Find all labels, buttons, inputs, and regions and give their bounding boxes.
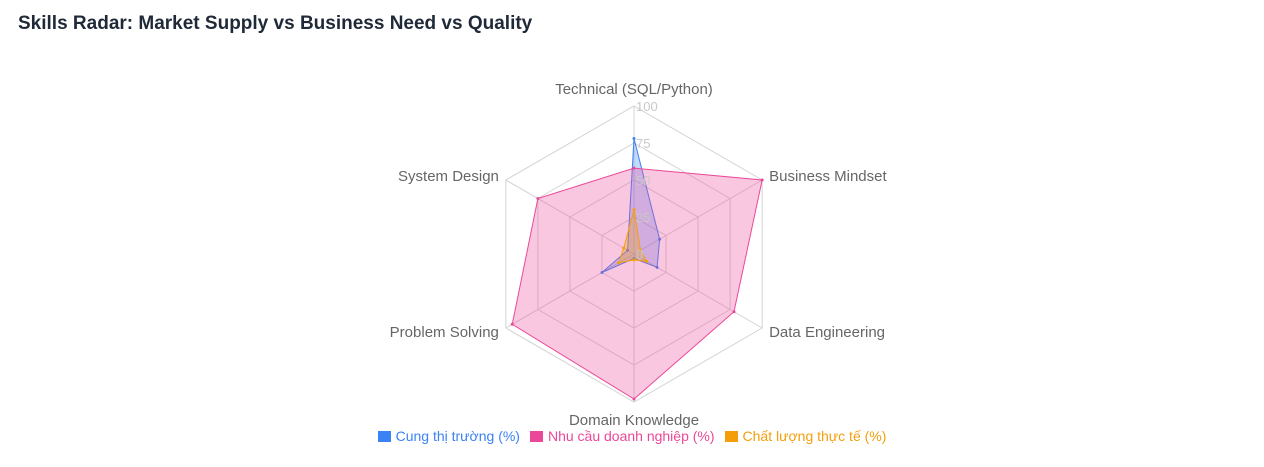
radial-tick-label: 25 [636,210,650,225]
series-1-point-0 [632,166,636,170]
radial-tick-label: 0 [636,247,643,262]
axis-label: Problem Solving [390,324,499,341]
legend-item[interactable]: Chất lượng thực tế (%) [724,428,887,444]
series-2-point-5 [622,246,626,250]
legend-label: Chất lượng thực tế (%) [742,428,887,444]
series-0-point-4 [600,271,604,274]
legend-swatch [377,430,391,442]
series-0-point-2 [655,265,659,269]
legend-swatch [724,430,738,442]
axis-label: System Design [398,168,499,185]
series-2-point-0 [632,208,636,212]
radar-grid-spoke [505,253,635,329]
chart-title: Skills Radar: Market Supply vs Business … [18,13,533,34]
series-2-point-1 [638,248,642,252]
series-0-point-0 [632,137,636,141]
axis-label: Business Mindset [769,168,887,185]
series-2-point-2 [645,259,649,263]
series-0-point-1 [658,237,662,241]
series-1-point-1 [760,178,764,182]
legend-item[interactable]: Cung thị trường (%) [377,428,520,444]
radial-tick-label: 75 [636,136,650,151]
radial-tick-label: 100 [636,99,658,114]
axis-label: Technical (SQL/Python) [555,81,713,98]
series-area-1 [511,167,763,400]
series-2-point-3 [632,258,636,262]
series-1-point-2 [732,310,736,314]
series-1-point-4 [510,322,514,326]
axis-label: Domain Knowledge [569,412,699,429]
chart-legend: Cung thị trường (%) Nhu cầu doanh nghiệp … [0,428,1264,444]
radial-tick-label: 50 [636,173,650,188]
legend-label: Cung thị trường (%) [395,428,520,444]
legend-swatch [529,430,543,442]
axis-label: Data Engineering [769,324,885,341]
series-2-point-4 [617,261,621,265]
legend-label: Nhu cầu doanh nghiệp (%) [547,428,715,444]
radar-grid-spoke [505,179,635,255]
series-0-point-5 [626,248,630,252]
radar-grid-spoke [633,179,763,255]
series-1-point-3 [632,397,636,401]
series-1-point-5 [536,197,540,200]
legend-item[interactable]: Nhu cầu doanh nghiệp (%) [529,428,715,444]
